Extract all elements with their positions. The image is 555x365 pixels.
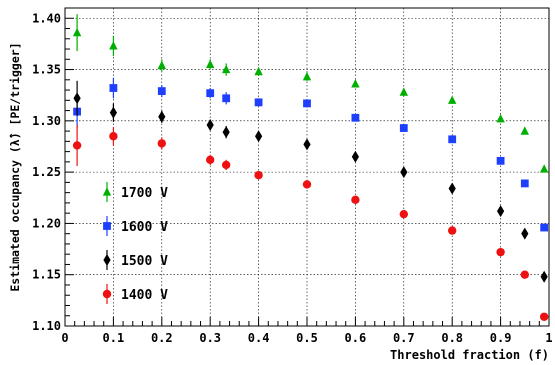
- y-tick-label: 1.25: [32, 165, 61, 179]
- data-point: [351, 113, 360, 122]
- data-point: [222, 94, 231, 103]
- data-point: [254, 171, 263, 180]
- data-point: [206, 89, 215, 98]
- data-point: [109, 106, 117, 119]
- legend-marker: [102, 187, 112, 196]
- data-point: [448, 226, 457, 235]
- data-point: [72, 27, 82, 37]
- data-points: [72, 14, 549, 321]
- data-point: [302, 180, 312, 189]
- legend: 1700 V 1600 V 1500 V 1400 V: [102, 182, 168, 304]
- data-point: [302, 71, 312, 81]
- data-point: [521, 227, 529, 240]
- x-tick-label: 0.3: [199, 331, 221, 345]
- data-point: [206, 118, 214, 131]
- y-tick-label: 1.40: [32, 11, 61, 25]
- x-tick-label: 0.5: [296, 331, 318, 345]
- data-point: [496, 247, 505, 257]
- data-point: [351, 150, 359, 163]
- data-point: [496, 156, 505, 165]
- data-point: [255, 130, 263, 143]
- data-point: [399, 124, 408, 132]
- axis-ticks: [64, 17, 550, 327]
- data-point: [254, 98, 263, 107]
- x-tick-label: 0.9: [490, 331, 512, 345]
- data-point: [222, 126, 230, 139]
- data-point: [539, 312, 549, 321]
- data-point: [448, 182, 456, 195]
- data-point: [254, 66, 263, 76]
- data-point: [73, 92, 81, 105]
- data-point: [496, 113, 505, 123]
- data-point: [400, 166, 408, 179]
- data-point: [520, 126, 529, 135]
- data-point: [157, 87, 166, 95]
- data-point: [448, 95, 457, 104]
- x-tick-label: 0.7: [393, 331, 415, 345]
- data-point: [221, 64, 231, 74]
- x-tick-label: 0.1: [103, 331, 125, 345]
- data-point: [221, 160, 231, 170]
- data-point: [157, 139, 166, 148]
- data-point: [520, 270, 529, 279]
- legend-marker: [103, 222, 111, 230]
- data-point: [303, 99, 311, 108]
- grid-lines: [65, 8, 549, 326]
- data-point: [206, 59, 215, 69]
- data-point: [158, 110, 166, 123]
- x-tick-label: 0.2: [151, 331, 173, 345]
- legend-label: 1500 V: [121, 254, 168, 269]
- x-tick-label: 0.8: [441, 331, 463, 345]
- data-point: [399, 209, 408, 219]
- x-tick-label: 0.6: [345, 331, 367, 345]
- legend-label: 1600 V: [121, 220, 168, 235]
- x-tick-labels: 0 0.1 0.2 0.3 0.4 0.5 0.6 0.7 0.8 0.9 1: [61, 331, 552, 345]
- data-point: [109, 84, 118, 92]
- legend-label: 1700 V: [121, 186, 168, 201]
- y-tick-labels: 1.10 1.15 1.20 1.25 1.30 1.35 1.40: [32, 11, 61, 333]
- y-tick-label: 1.30: [32, 114, 61, 128]
- data-point: [206, 155, 215, 165]
- data-point: [109, 41, 118, 50]
- data-point: [351, 79, 360, 88]
- x-tick-label: 0: [61, 331, 68, 345]
- legend-marker: [103, 254, 111, 266]
- data-point: [157, 60, 166, 70]
- data-point: [497, 205, 505, 218]
- data-point: [448, 135, 457, 144]
- data-point: [520, 179, 529, 188]
- data-point: [399, 87, 408, 96]
- x-tick-label: 1: [545, 331, 552, 345]
- y-axis-label: Estimated occupancy (λ̂) [PE/trigger]: [8, 42, 22, 291]
- data-point: [539, 164, 549, 173]
- data-point: [303, 138, 311, 151]
- y-tick-label: 1.10: [32, 319, 61, 333]
- data-point: [72, 141, 82, 150]
- x-axis-label: Threshold fraction (f): [390, 348, 549, 362]
- data-point: [351, 195, 360, 205]
- y-tick-label: 1.35: [32, 63, 61, 77]
- legend-marker: [102, 289, 112, 299]
- legend-label: 1400 V: [121, 288, 168, 303]
- y-tick-label: 1.15: [32, 268, 61, 282]
- x-tick-label: 0.4: [248, 331, 270, 345]
- data-point: [540, 270, 548, 283]
- y-tick-label: 1.20: [32, 216, 61, 230]
- data-point: [109, 132, 118, 141]
- data-point: [540, 223, 549, 232]
